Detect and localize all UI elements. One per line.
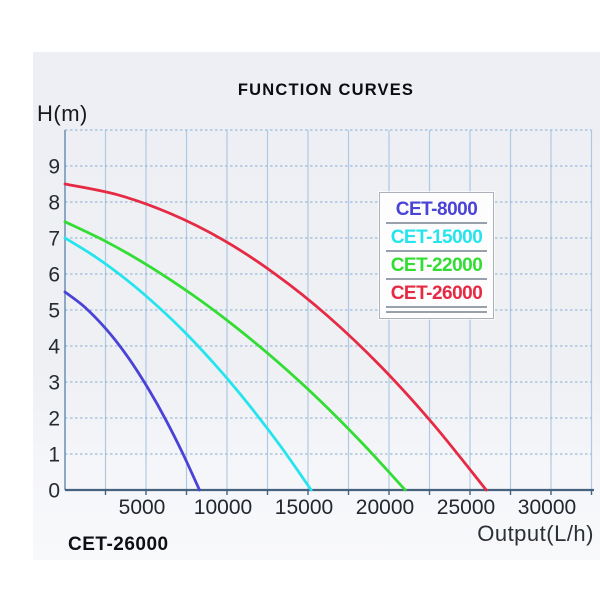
- y-tick-label: 8: [48, 192, 60, 215]
- legend-item-cet-26000: CET-26000: [386, 281, 487, 308]
- curve-cet-8000: [63, 290, 201, 492]
- x-tick-label: 5000: [119, 496, 166, 519]
- x-tick-label: 10000: [194, 496, 252, 519]
- curve-cet-22000: [63, 220, 407, 492]
- y-tick-label: 5: [48, 300, 60, 323]
- legend: CET-8000 CET-15000 CET-22000 CET-26000: [379, 192, 494, 319]
- x-tick-label: 20000: [356, 496, 414, 519]
- y-tick-label: 2: [48, 408, 60, 431]
- y-tick-label: 6: [48, 264, 60, 287]
- x-tick-label: 15000: [275, 496, 333, 519]
- y-tick-label: 0: [48, 480, 60, 503]
- legend-item-cet-8000: CET-8000: [386, 197, 487, 224]
- legend-item-cet-22000: CET-22000: [386, 253, 487, 280]
- model-caption: CET-26000: [68, 534, 169, 555]
- x-tick-label: 25000: [437, 496, 495, 519]
- chart-title: FUNCTION CURVES: [237, 81, 415, 99]
- curve-cet-26000: [63, 182, 488, 492]
- legend-item-cet-15000: CET-15000: [386, 225, 487, 252]
- curve-cet-15000: [63, 236, 313, 492]
- y-tick-label: 9: [48, 156, 60, 179]
- y-tick-label: 7: [48, 228, 60, 251]
- y-tick-label: 3: [48, 372, 60, 395]
- y-tick-label: 1: [48, 444, 60, 467]
- x-axis-label: Output(L/h): [477, 521, 594, 546]
- x-tick-label: 30000: [518, 496, 576, 519]
- y-tick-label: 4: [48, 336, 60, 359]
- legend-divider: [386, 311, 487, 313]
- y-axis-label: H(m): [37, 101, 88, 126]
